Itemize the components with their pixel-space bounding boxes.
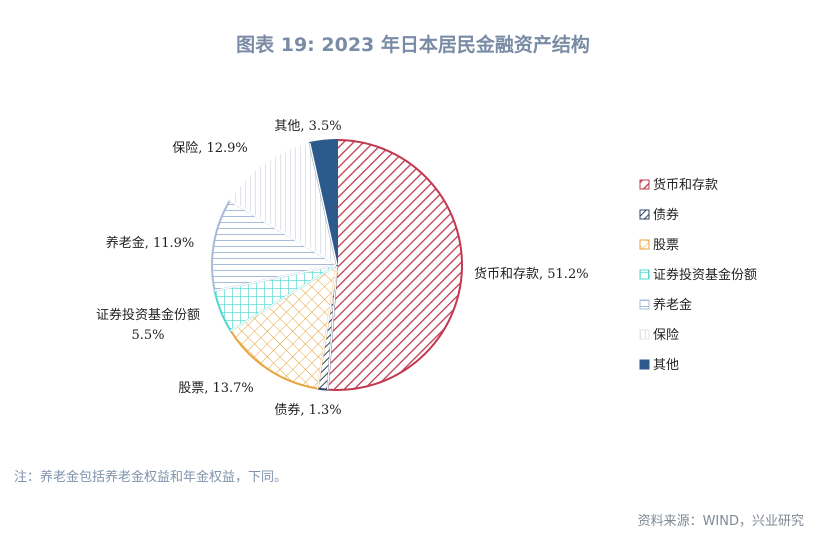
legend-swatch-7 bbox=[639, 359, 650, 370]
slice-label-5: 养老金, 11.9% bbox=[106, 235, 195, 251]
legend-label-6: 保险 bbox=[653, 328, 679, 343]
legend-label-1: 货币和存款 bbox=[653, 177, 718, 193]
pie-slice-3 bbox=[229, 264, 338, 390]
pie-slice-5 bbox=[211, 199, 338, 292]
legend-label-2: 债券 bbox=[653, 207, 679, 223]
legend-label-4: 证券投资基金份额 bbox=[653, 267, 757, 283]
source-note: 资料来源：WIND，兴业研究 bbox=[637, 514, 804, 529]
footnote: 注：养老金包括养老金权益和年金权益，下同。 bbox=[14, 470, 288, 485]
legend-swatch-5 bbox=[639, 299, 650, 310]
legend-label-3: 股票 bbox=[653, 238, 679, 253]
legend-swatch-6 bbox=[639, 329, 650, 340]
legend-swatch-3 bbox=[639, 239, 650, 250]
slice-separator bbox=[316, 264, 338, 389]
slice-separator bbox=[230, 264, 338, 332]
pie-slice-6 bbox=[229, 142, 338, 266]
slice-label-2: 债券, 1.3% bbox=[274, 402, 341, 418]
slice-label-3: 股票, 13.7% bbox=[178, 381, 254, 396]
legend-swatch-2 bbox=[639, 209, 650, 220]
legend-label-7: 其他 bbox=[653, 358, 679, 373]
chart-title: 图表 19: 2023 年日本居民金融资产结构 bbox=[236, 34, 590, 56]
pie-slices bbox=[211, 139, 463, 391]
pie-slice-1 bbox=[326, 139, 463, 391]
slice-labels: 货币和存款, 51.2% 债券, 1.3% 股票, 13.7% 证券投资基金份额 5.5… bbox=[96, 119, 589, 418]
legend-swatch-4 bbox=[639, 269, 650, 280]
slice-label-6: 保险, 12.9% bbox=[172, 141, 248, 156]
slice-label-7: 其他, 3.5% bbox=[274, 119, 341, 134]
slice-separator bbox=[309, 142, 338, 266]
slice-separator bbox=[214, 264, 338, 292]
legend-swatch-1 bbox=[639, 179, 650, 190]
slice-separator bbox=[229, 200, 338, 266]
slice-separator bbox=[326, 264, 338, 390]
slice-label-1: 货币和存款, 51.2% bbox=[474, 266, 589, 282]
slice-label-4: 证券投资基金份额 5.5% bbox=[96, 307, 200, 343]
legend-label-5: 养老金 bbox=[653, 297, 692, 313]
